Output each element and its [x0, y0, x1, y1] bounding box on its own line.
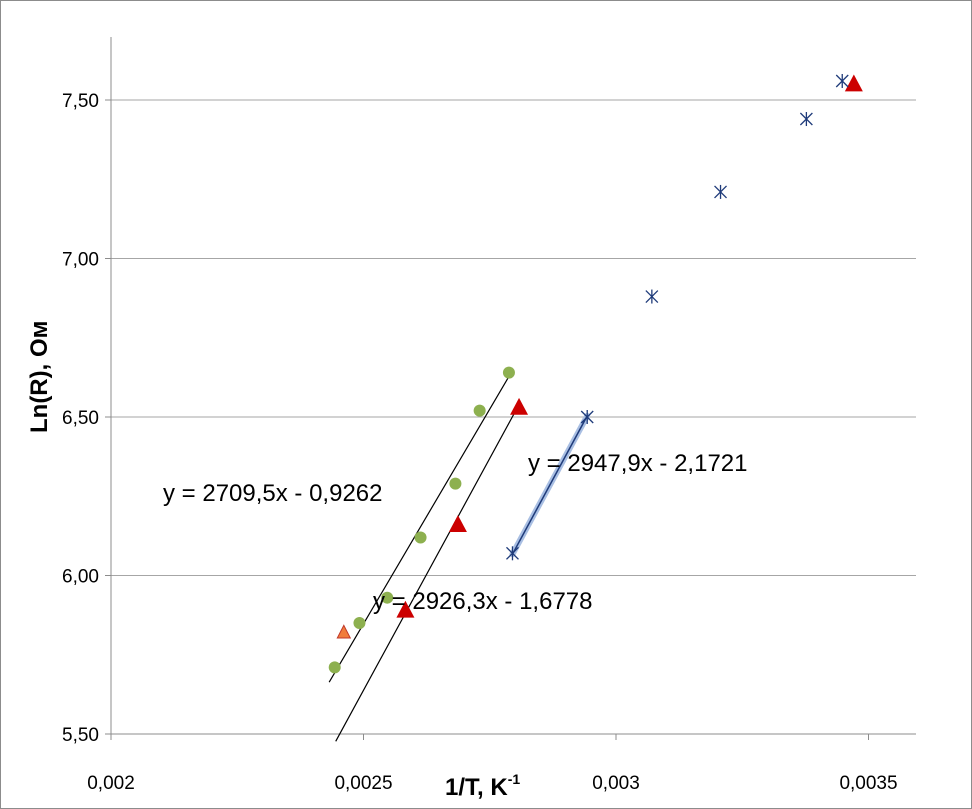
x-axis-title-text: 1/T, K	[445, 774, 508, 801]
data-point-star	[835, 73, 849, 88]
x-axis-title-superscript: -1	[508, 771, 521, 787]
trendline-equation: y = 2926,3x - 1,6778	[373, 588, 593, 615]
x-tick-label: 0,003	[592, 773, 640, 794]
data-point-small-triangle	[336, 624, 352, 639]
trendline-equations: y = 2709,5x - 0,9262 y = 2926,3x - 1,6778…	[163, 450, 748, 615]
data-point-circle	[449, 477, 462, 490]
y-axis-title: Ln(R), Ом	[26, 321, 53, 433]
axes	[110, 37, 916, 735]
data-point-star	[714, 184, 727, 199]
x-axis-title: 1/T, K-1	[445, 771, 520, 801]
data-point-triangle	[844, 74, 863, 92]
y-tick-label: 5,50	[62, 725, 99, 746]
trendline-equation: y = 2947,9x - 2,1721	[528, 450, 748, 477]
data-point-circle	[328, 661, 341, 674]
data-point-circle	[353, 617, 366, 630]
x-tick-label: 0,002	[87, 773, 135, 794]
data-point-star	[506, 546, 519, 561]
trendline	[511, 415, 588, 555]
x-tick-label: 0,0035	[839, 773, 897, 794]
trendlines	[328, 376, 591, 742]
y-tick-label: 6,50	[62, 408, 99, 429]
data-point-circle	[381, 591, 394, 604]
tick-labels: 5,50 6,00 6,50 7,00 7,50 0,002 0,0025 0,003 0,00…	[62, 91, 898, 794]
trendline	[335, 402, 521, 742]
data-point-star	[580, 410, 594, 424]
trendline	[328, 376, 510, 683]
trendline-equation: y = 2709,5x - 0,9262	[163, 480, 383, 507]
data-point-star	[645, 289, 659, 304]
data-point-triangle	[396, 600, 415, 618]
data-point-circle	[414, 531, 427, 544]
data-points	[328, 73, 863, 674]
y-tick-label: 6,00	[62, 567, 99, 588]
x-tick-label: 0,0025	[334, 773, 392, 794]
data-point-triangle	[448, 515, 467, 532]
data-point-circle	[473, 404, 486, 417]
y-tick-label: 7,50	[62, 91, 99, 112]
y-tick-label: 7,00	[62, 250, 99, 271]
data-point-circle	[502, 366, 515, 379]
data-point-star	[799, 112, 813, 127]
data-point-triangle	[510, 397, 529, 415]
gridlines	[105, 99, 916, 740]
